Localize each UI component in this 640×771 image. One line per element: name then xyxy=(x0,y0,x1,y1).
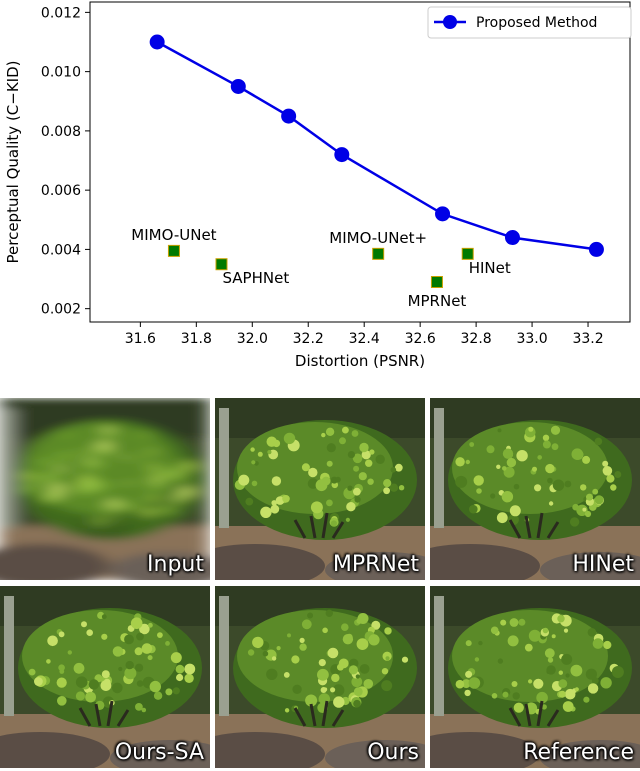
tile-label-mprnet: MPRNet xyxy=(332,552,419,577)
y-tick-label: 0.008 xyxy=(41,124,81,140)
x-tick-label: 32.4 xyxy=(349,331,380,347)
y-axis-label: Perceptual Quality (C−KID) xyxy=(4,60,22,263)
x-tick-label: 32.0 xyxy=(237,331,268,347)
gallery-tile-hinet: HINet xyxy=(430,398,640,580)
series-point-proposed-method xyxy=(435,206,451,222)
y-tick-label: 0.004 xyxy=(41,242,81,258)
y-tick-label: 0.012 xyxy=(41,5,81,21)
plot-area: 31.6 31.8 32.0 32.2 32.4 32.6 32.8 33.0 33.2 0.0… xyxy=(41,1,631,347)
series-point-proposed-method xyxy=(504,230,520,246)
tile-label-ours: Ours xyxy=(367,740,419,765)
series-line-proposed-method xyxy=(156,40,597,251)
bush-image xyxy=(430,586,640,768)
blurred-bush-image xyxy=(0,398,210,580)
gallery-tile-reference: Reference xyxy=(430,586,640,768)
gallery-tile-ours: Ours xyxy=(215,586,425,768)
method-point-marker xyxy=(430,276,443,288)
bush-image xyxy=(215,586,425,768)
bush-image xyxy=(430,398,640,580)
method-point-marker xyxy=(461,247,474,260)
x-tick-label: 32.8 xyxy=(461,331,492,347)
x-tick-label: 32.6 xyxy=(405,331,436,347)
x-axis-label: Distortion (PSNR) xyxy=(295,352,425,370)
x-axis: 31.6 31.8 32.0 32.2 32.4 32.6 32.8 33.0 33.2 xyxy=(125,322,604,347)
x-tick-label: 33.2 xyxy=(572,331,603,347)
plot-frame xyxy=(89,1,631,323)
method-point-label: MPRNet xyxy=(408,292,467,310)
x-tick-label: 31.8 xyxy=(181,331,212,347)
legend-box xyxy=(427,6,632,39)
image-gallery: Input MPRNet HINet Ours-SA Ours Referenc… xyxy=(0,398,640,771)
y-tick-label: 0.006 xyxy=(41,183,81,199)
x-tick-label: 33.0 xyxy=(516,331,547,347)
series-point-proposed-method xyxy=(334,147,350,163)
method-point-label: MIMO-UNet xyxy=(131,226,216,244)
legend: Proposed Method xyxy=(427,6,632,39)
tile-label-hinet: HINet xyxy=(572,552,634,577)
series-point-proposed-method xyxy=(149,34,165,50)
series-point-proposed-method xyxy=(230,78,246,94)
y-tick-label: 0.010 xyxy=(41,65,81,81)
gallery-tile-ours-sa: Ours-SA xyxy=(0,586,210,768)
series-point-proposed-method xyxy=(281,108,297,124)
y-tick-label: 0.002 xyxy=(41,302,81,318)
series-point-proposed-method xyxy=(588,241,604,257)
method-point-label: HINet xyxy=(469,259,511,277)
scatter-chart: 31.6 31.8 32.0 32.2 32.4 32.6 32.8 33.0 33.2 0.0… xyxy=(4,1,632,370)
legend-marker xyxy=(443,15,457,29)
tile-label-input: Input xyxy=(147,552,204,577)
gallery-tile-mprnet: MPRNet xyxy=(215,398,425,580)
method-point-marker xyxy=(167,244,180,257)
legend-label: Proposed Method xyxy=(476,15,597,31)
x-tick-label: 32.2 xyxy=(293,331,324,347)
method-point-label: MIMO-UNet+ xyxy=(329,229,427,247)
method-point-label: SAPHNet xyxy=(223,269,290,287)
tile-label-ours-sa: Ours-SA xyxy=(114,740,204,765)
method-point-marker xyxy=(215,258,228,271)
method-point-marker xyxy=(372,247,385,260)
bush-image xyxy=(215,398,425,580)
series-markers xyxy=(149,34,604,257)
x-tick-label: 31.6 xyxy=(125,331,156,347)
tile-label-reference: Reference xyxy=(523,740,634,765)
y-axis: 0.002 0.004 0.006 0.008 0.010 0.012 xyxy=(41,5,90,318)
bush-image xyxy=(0,586,210,768)
gallery-tile-input: Input xyxy=(0,398,210,580)
